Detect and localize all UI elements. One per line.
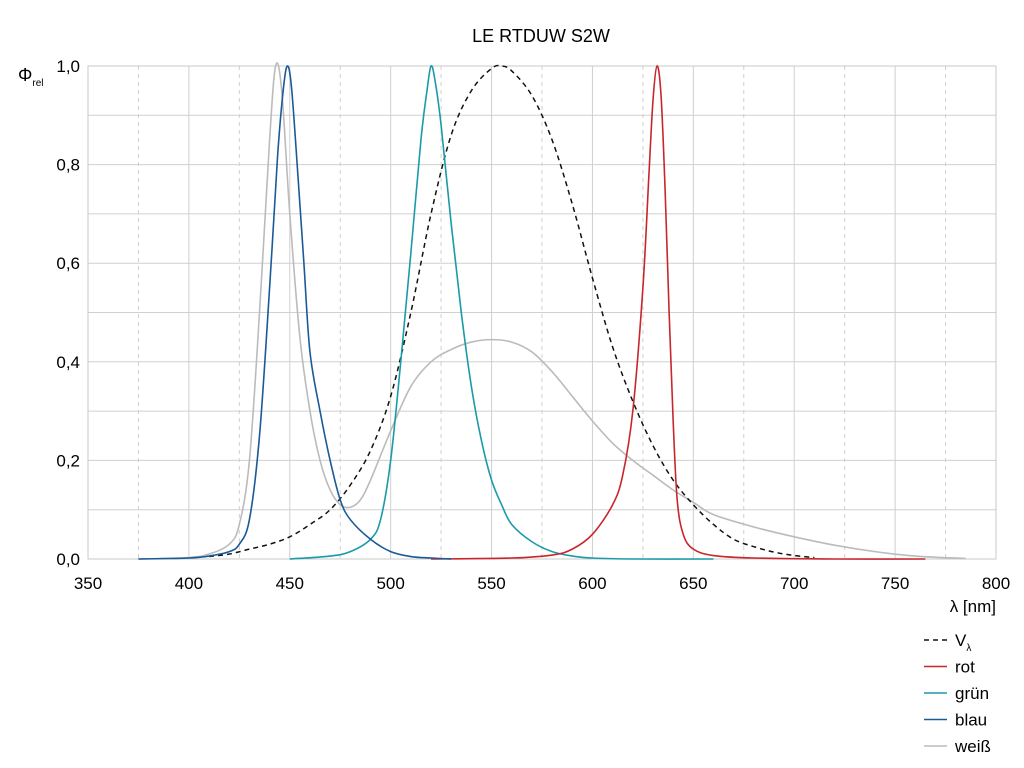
y-axis-label-sub: rel — [32, 78, 43, 89]
x-tick-label: 750 — [881, 574, 909, 593]
series-line-2 — [289, 64, 714, 560]
y-axis-label-symbol: Φ — [18, 65, 32, 85]
y-axis-ticks: 0,0 0,2 0,4 0,6 0,8 1,0 — [56, 57, 80, 569]
grid — [87, 65, 997, 560]
x-tick-label: 400 — [175, 574, 203, 593]
y-tick-label: 0,0 — [56, 550, 80, 569]
x-axis-ticks: 350 400 450 500 550 600 650 700 750 800 — [74, 574, 1010, 593]
plot-frame — [87, 65, 997, 560]
x-axis-label: λ [nm] — [950, 597, 996, 616]
legend-label: weiß — [954, 737, 991, 756]
series-line-1 — [431, 65, 926, 560]
legend-label: Vλ — [955, 631, 971, 654]
legend-label: blau — [955, 711, 987, 730]
series-layer — [138, 62, 966, 560]
series-line-0 — [208, 64, 815, 559]
x-tick-label: 550 — [477, 574, 505, 593]
y-tick-label: 0,6 — [56, 254, 80, 273]
legend: Vλ rot grün blau weiß — [924, 631, 991, 756]
y-axis-label: Φrel — [18, 65, 44, 89]
legend-label: grün — [955, 684, 989, 703]
y-tick-label: 1,0 — [56, 57, 80, 76]
series-line-3 — [138, 65, 452, 560]
series-line-4 — [138, 62, 966, 560]
x-tick-label: 350 — [74, 574, 102, 593]
x-tick-label: 450 — [276, 574, 304, 593]
x-tick-label: 800 — [982, 574, 1010, 593]
y-tick-label: 0,8 — [56, 156, 80, 175]
x-tick-label: 500 — [376, 574, 404, 593]
x-tick-label: 600 — [578, 574, 606, 593]
y-tick-label: 0,4 — [56, 353, 80, 372]
chart-title: LE RTDUW S2W — [472, 26, 610, 46]
x-tick-label: 650 — [679, 574, 707, 593]
x-tick-label: 700 — [780, 574, 808, 593]
legend-label: rot — [955, 658, 975, 677]
y-tick-label: 0,2 — [56, 451, 80, 470]
